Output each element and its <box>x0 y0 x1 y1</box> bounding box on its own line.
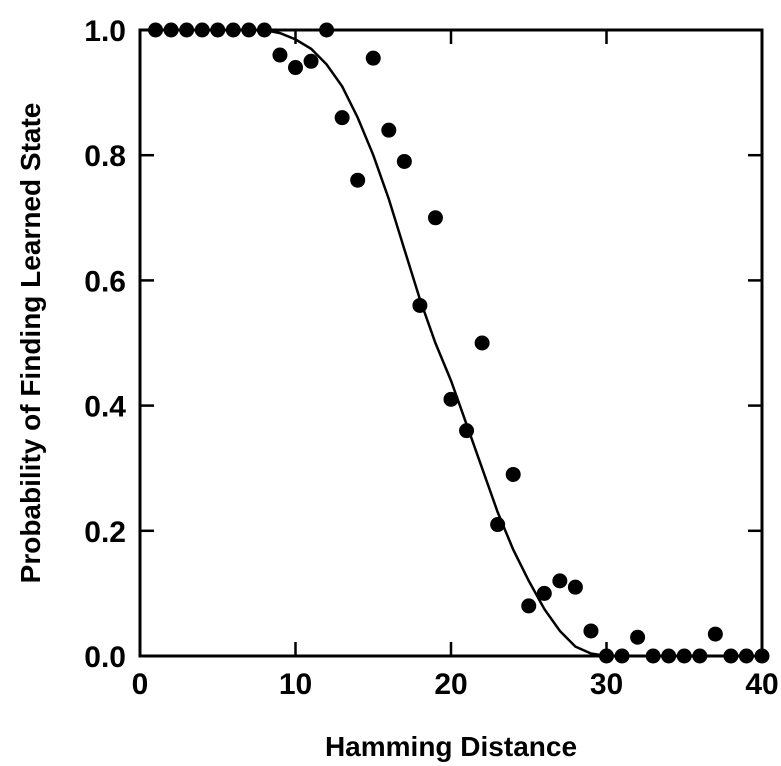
fit-curve <box>140 28 762 658</box>
data-point <box>241 22 257 38</box>
data-point <box>474 335 490 351</box>
data-point <box>225 22 241 38</box>
data-point <box>365 50 381 66</box>
tick-labels: 0 10 20 30 40 0.0 0.2 0.4 0.6 0.8 1.0 <box>84 15 778 701</box>
y-tick-label: 0.6 <box>84 265 126 298</box>
data-point <box>412 297 428 313</box>
data-point <box>396 153 412 169</box>
data-point <box>350 172 366 188</box>
data-point <box>567 579 583 595</box>
data-points <box>148 22 770 664</box>
data-point <box>194 22 210 38</box>
x-tick-label: 40 <box>745 668 778 701</box>
data-point <box>210 22 226 38</box>
data-point <box>443 391 459 407</box>
data-point <box>163 22 179 38</box>
data-point <box>707 626 723 642</box>
data-point <box>256 22 272 38</box>
data-point <box>630 629 646 645</box>
data-point <box>692 648 708 664</box>
data-point <box>536 585 552 601</box>
x-tick-label: 10 <box>279 668 312 701</box>
data-point <box>754 648 770 664</box>
y-axis-label: Probability of Finding Learned State <box>15 103 46 584</box>
data-point <box>272 47 288 63</box>
data-point <box>661 648 677 664</box>
x-axis-label: Hamming Distance <box>325 731 577 762</box>
data-point <box>583 623 599 639</box>
data-point <box>427 210 443 226</box>
data-point <box>319 22 335 38</box>
x-tick-label: 20 <box>434 668 467 701</box>
data-point <box>521 598 537 614</box>
y-tick-label: 0.8 <box>84 140 126 173</box>
y-tick-label: 0.0 <box>84 641 126 674</box>
data-point <box>490 517 506 533</box>
data-point <box>381 122 397 138</box>
y-tick-label: 1.0 <box>84 15 126 48</box>
data-point <box>723 648 739 664</box>
data-point <box>459 423 475 439</box>
data-point <box>148 22 164 38</box>
data-point <box>738 648 754 664</box>
data-point <box>552 573 568 589</box>
y-tick-label: 0.4 <box>84 391 126 424</box>
y-tick-label: 0.2 <box>84 516 126 549</box>
x-tick-label: 0 <box>132 668 149 701</box>
data-point <box>179 22 195 38</box>
x-tick-label: 30 <box>590 668 623 701</box>
data-point <box>599 648 614 664</box>
data-point <box>676 648 692 664</box>
data-point <box>288 60 303 76</box>
data-point <box>334 110 350 126</box>
plot-frame <box>138 28 764 658</box>
data-point <box>505 466 521 482</box>
data-point <box>303 53 319 69</box>
data-point <box>645 648 661 664</box>
data-point <box>614 648 630 664</box>
tick-marks <box>138 28 764 658</box>
